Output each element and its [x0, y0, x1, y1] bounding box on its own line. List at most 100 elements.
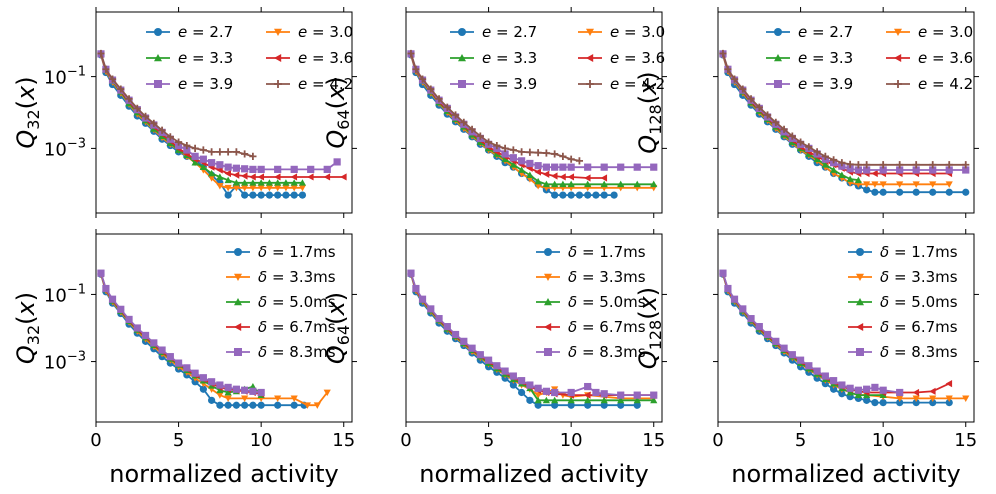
legend-label: e = 3.0 — [298, 23, 353, 41]
data-point — [584, 191, 592, 199]
data-point — [460, 118, 468, 126]
x-axis-label: normalized activity — [731, 460, 960, 488]
legend-marker — [234, 348, 242, 356]
data-point — [290, 184, 298, 192]
legend-label: e = 2.7 — [482, 23, 537, 41]
legend-marker — [274, 28, 282, 36]
data-point — [249, 173, 256, 181]
data-point — [633, 180, 641, 188]
data-point — [912, 161, 920, 169]
data-point — [929, 387, 936, 395]
y-axis-label: Q128(x) — [634, 287, 665, 369]
data-point — [224, 148, 232, 156]
data-point — [216, 401, 224, 409]
data-point — [274, 401, 282, 409]
data-point — [224, 191, 232, 199]
plot-area — [407, 49, 658, 199]
data-point — [257, 184, 265, 192]
y-axis-label: Q128(x) — [634, 71, 665, 153]
data-point — [896, 181, 904, 188]
data-point — [879, 188, 887, 196]
data-point — [617, 180, 625, 188]
series-4 — [719, 50, 953, 178]
legend-label: e = 3.0 — [610, 23, 665, 41]
data-point — [323, 165, 331, 173]
data-point — [249, 191, 257, 199]
legend-item: e = 3.6 — [578, 49, 665, 67]
data-point — [584, 382, 592, 391]
legend-label: e = 4.2 — [298, 75, 353, 93]
legend-marker — [544, 348, 552, 356]
data-point — [929, 161, 937, 169]
data-point — [303, 402, 312, 409]
data-point — [518, 166, 526, 173]
data-point — [724, 65, 732, 73]
data-point — [863, 166, 871, 174]
data-point — [724, 284, 732, 293]
data-point — [274, 191, 282, 199]
legend-item: δ = 1.7ms — [226, 243, 336, 261]
data-point — [102, 65, 110, 73]
data-point — [174, 138, 183, 146]
legend-item: δ = 3.3ms — [536, 268, 646, 286]
data-point — [879, 398, 887, 407]
legend-label: e = 3.3 — [482, 49, 537, 67]
x-tick-label: 5 — [173, 430, 184, 451]
data-point — [846, 175, 854, 182]
legend-marker — [856, 323, 864, 331]
data-point — [224, 388, 232, 396]
data-point — [208, 169, 216, 177]
legend-label: δ = 6.7ms — [568, 318, 646, 336]
series-5 — [719, 50, 970, 174]
data-point — [216, 386, 224, 394]
data-point — [493, 141, 501, 150]
data-point — [290, 173, 298, 181]
data-point — [534, 162, 542, 170]
data-point — [476, 351, 484, 359]
data-point — [863, 391, 871, 399]
legend-label: δ = 1.7ms — [258, 243, 336, 261]
data-point — [584, 163, 592, 171]
x-tick-label: 15 — [642, 430, 665, 451]
x-tick-label: 15 — [954, 430, 977, 451]
legend-label: e = 2.7 — [178, 23, 233, 41]
data-point — [191, 144, 199, 152]
data-point — [117, 305, 125, 313]
data-point — [633, 401, 641, 409]
data-point — [333, 158, 341, 166]
data-point — [274, 179, 282, 186]
data-point — [912, 181, 920, 188]
data-point — [298, 184, 307, 192]
data-point — [854, 161, 862, 169]
plot-area — [97, 49, 347, 199]
legend-item: δ = 5.0ms — [226, 293, 336, 311]
data-point — [534, 149, 542, 157]
data-point — [526, 381, 534, 389]
y-axis-label: Q64(x) — [322, 292, 353, 364]
data-point — [534, 396, 542, 404]
data-point — [323, 173, 331, 181]
data-point — [542, 163, 550, 171]
data-point — [141, 331, 150, 340]
data-point — [879, 161, 887, 169]
data-point — [542, 149, 550, 157]
legend-item: e = 3.9 — [766, 75, 853, 93]
legend-item: e = 3.6 — [886, 49, 973, 67]
data-point — [542, 170, 550, 178]
legend-item: e = 4.2 — [578, 75, 665, 93]
data-point — [780, 125, 788, 133]
data-point — [896, 398, 904, 407]
data-point — [216, 148, 224, 156]
data-point — [929, 398, 937, 407]
chart-panel-2: Q64(x) e = 2.7 e = 3.0 e = 3.3 e = 3.6 e = 3.… — [322, 7, 667, 218]
data-point — [249, 152, 257, 160]
legend-marker — [586, 80, 594, 88]
data-point — [518, 148, 526, 156]
data-point — [501, 150, 509, 158]
data-point — [813, 367, 821, 375]
legend-label: δ = 3.3ms — [880, 268, 958, 286]
data-point — [208, 148, 216, 156]
data-point — [610, 191, 618, 199]
data-point — [567, 163, 575, 171]
data-point — [183, 141, 191, 150]
